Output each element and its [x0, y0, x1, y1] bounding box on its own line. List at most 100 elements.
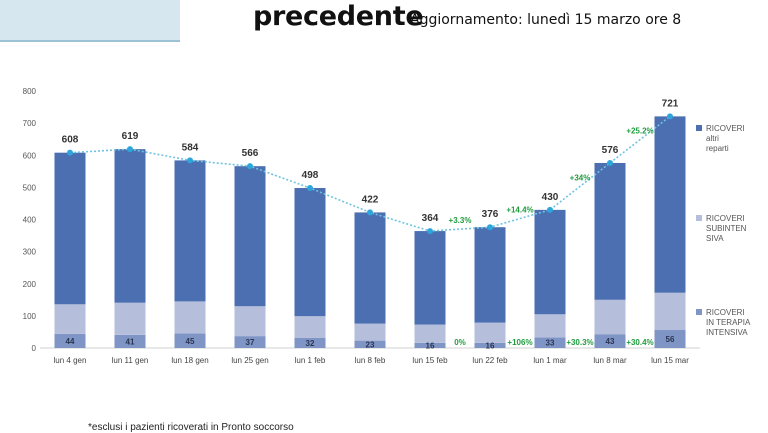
update-timestamp: Aggiornamento: lunedì 15 marzo ore 8 [410, 12, 682, 28]
percent-change-label: +3.3% [449, 216, 472, 225]
legend-label-line: RICOVERI [706, 124, 745, 133]
trend-point [247, 163, 253, 170]
legend-swatch [696, 309, 702, 315]
x-tick-label: lun 11 gen [112, 356, 149, 365]
legend-item-subintensiva: RICOVERI SUBINTEN SIVA [696, 214, 766, 244]
page-title: precedente [253, 1, 424, 32]
bar-segment-subintensiva [294, 316, 326, 338]
y-tick-label: 500 [23, 183, 37, 192]
x-tick-label: lun 15 feb [412, 356, 448, 365]
y-tick-label: 200 [23, 280, 37, 289]
trend-point [667, 113, 673, 120]
trend-point [547, 206, 553, 213]
y-tick-label: 700 [23, 119, 37, 128]
total-value-label: 721 [662, 98, 679, 109]
bar-segment-altri_reparti [534, 209, 566, 315]
legend-label-line: IN TERAPIA [706, 318, 751, 327]
bar-segment-subintensiva [474, 322, 506, 343]
bar-segment-altri_reparti [114, 149, 146, 303]
bar-segment-altri_reparti [294, 188, 326, 317]
bar-segment-subintensiva [174, 301, 206, 334]
y-tick-label: 400 [23, 216, 37, 225]
x-tick-label: lun 15 mar [651, 356, 689, 365]
total-value-label: 376 [482, 209, 499, 220]
bar-segment-altri_reparti [414, 231, 446, 325]
icu-value-label: 56 [666, 335, 675, 344]
bar-segment-terapia_intensiva [174, 333, 206, 348]
legend-swatch [696, 215, 702, 221]
bar-segment-altri_reparti [234, 166, 266, 307]
legend-label-line: RICOVERI [706, 214, 745, 223]
percent-change-label: 0% [454, 338, 466, 347]
legend-label-line: SIVA [706, 234, 724, 243]
bar-segment-subintensiva [414, 324, 446, 343]
x-tick-label: lun 4 gen [54, 356, 87, 365]
icu-value-label: 45 [186, 337, 195, 346]
icu-value-label: 37 [246, 338, 255, 347]
y-tick-label: 100 [23, 312, 37, 321]
percent-change-label: +34% [570, 173, 591, 182]
bar-segment-terapia_intensiva [474, 342, 506, 348]
total-value-label: 364 [422, 213, 439, 224]
legend-item-altri_reparti: RICOVERI altri reparti [696, 124, 766, 154]
trend-point [487, 224, 493, 231]
bar-segment-subintensiva [594, 299, 626, 335]
icu-value-label: 44 [66, 337, 75, 346]
total-value-label: 576 [602, 145, 619, 156]
bar-segment-subintensiva [654, 292, 686, 331]
percent-change-label: +25.2% [626, 127, 653, 136]
bar-segment-terapia_intensiva [534, 337, 566, 348]
bar-segment-terapia_intensiva [654, 330, 686, 348]
bar-segment-subintensiva [354, 323, 386, 341]
bar-segment-subintensiva [234, 306, 266, 337]
total-value-label: 608 [62, 135, 79, 146]
footnote: *esclusi i pazienti ricoverati in Pronto… [88, 422, 294, 433]
percent-change-label: +30.4% [626, 338, 653, 347]
trend-point [607, 159, 613, 166]
x-tick-label: lun 18 gen [171, 356, 208, 365]
legend-label-line: altri [706, 134, 719, 143]
bar-segment-terapia_intensiva [414, 342, 446, 348]
bar-segment-altri_reparti [594, 162, 626, 300]
percent-change-label: +106% [507, 338, 532, 347]
icu-value-label: 23 [366, 340, 375, 349]
bar-segment-terapia_intensiva [114, 334, 146, 348]
trend-point [427, 228, 433, 235]
bar-segment-terapia_intensiva [54, 333, 86, 348]
bar-segment-subintensiva [54, 304, 86, 334]
icu-value-label: 33 [546, 339, 555, 348]
total-value-label: 619 [122, 131, 139, 142]
total-value-label: 498 [302, 170, 319, 181]
bar-segment-terapia_intensiva [354, 340, 386, 348]
x-tick-label: lun 8 mar [593, 356, 627, 365]
bar-segment-altri_reparti [654, 116, 686, 293]
y-tick-label: 0 [32, 344, 37, 353]
bar-segment-subintensiva [534, 314, 566, 338]
trend-point [307, 185, 313, 192]
x-tick-label: lun 22 feb [472, 356, 508, 365]
bar-segment-subintensiva [114, 302, 146, 335]
total-value-label: 430 [542, 192, 559, 203]
x-tick-label: lun 1 feb [295, 356, 326, 365]
y-tick-label: 600 [23, 151, 37, 160]
bar-segment-altri_reparti [54, 152, 86, 305]
trend-line [69, 115, 671, 232]
legend-label-line: RICOVERI [706, 308, 745, 317]
total-value-label: 566 [242, 148, 259, 159]
legend-swatch [696, 125, 702, 131]
icu-value-label: 43 [606, 337, 615, 346]
x-tick-label: lun 1 mar [533, 356, 567, 365]
y-tick-label: 800 [23, 87, 37, 96]
icu-value-label: 16 [486, 341, 495, 350]
total-value-label: 422 [362, 194, 379, 205]
legend-label-line: INTENSIVA [706, 328, 748, 337]
bar-segment-altri_reparti [474, 227, 506, 323]
y-tick-label: 300 [23, 248, 37, 257]
trend-point [367, 209, 373, 216]
bar-segment-terapia_intensiva [594, 334, 626, 348]
percent-change-label: +30.3% [566, 338, 593, 347]
trend-point [67, 149, 73, 156]
bar-segment-altri_reparti [174, 160, 206, 302]
bar-segment-altri_reparti [354, 212, 386, 324]
bar-segment-terapia_intensiva [234, 336, 266, 348]
